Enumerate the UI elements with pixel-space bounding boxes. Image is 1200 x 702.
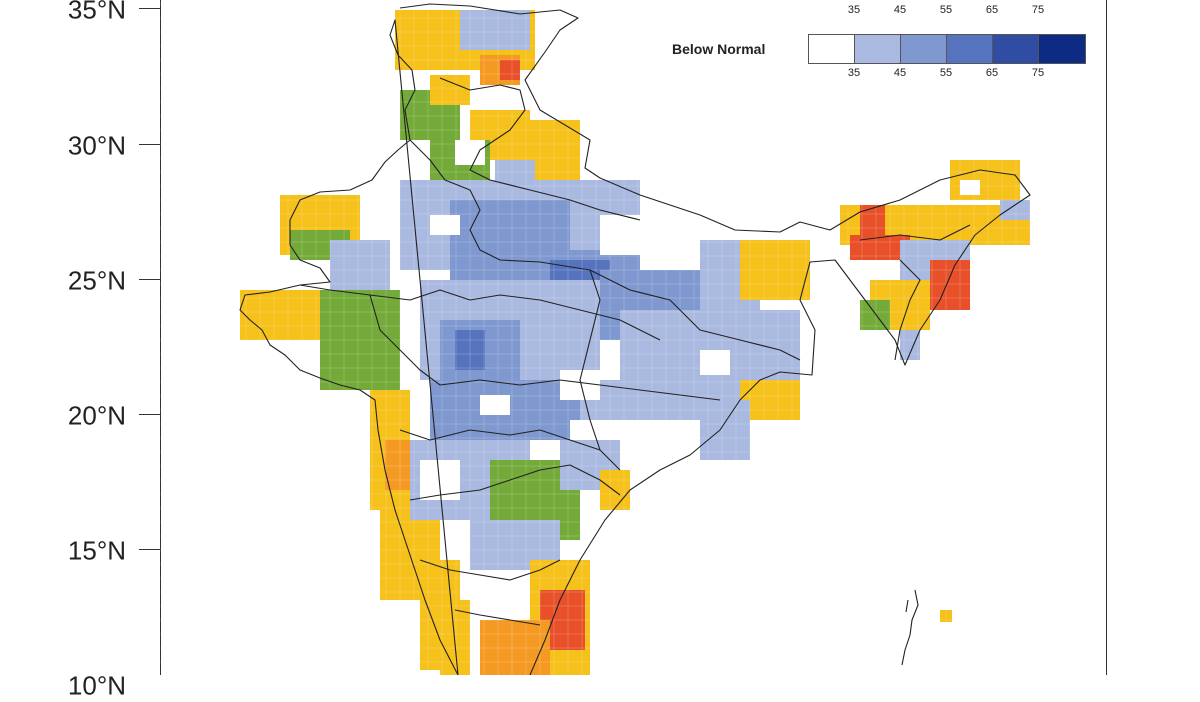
grid-cell bbox=[480, 620, 550, 675]
grid-cell bbox=[430, 215, 460, 235]
grid-cell bbox=[640, 200, 670, 225]
state-line-5 bbox=[399, 429, 621, 471]
legend-below-tick: 45 bbox=[893, 67, 907, 79]
grid-cell bbox=[600, 470, 630, 510]
legend-swatch bbox=[947, 35, 993, 63]
lat-label-25: 25°N bbox=[67, 265, 126, 296]
legend-swatch bbox=[809, 35, 855, 63]
legend-top-tick: 45 bbox=[893, 4, 907, 16]
legend-below-normal-ticks: 35 45 55 65 75 bbox=[808, 67, 1084, 81]
grid-cell bbox=[330, 240, 390, 290]
map-frame-right bbox=[1106, 0, 1107, 675]
andaman-islands bbox=[901, 589, 919, 666]
grid-cell bbox=[385, 440, 410, 490]
lat-tick-30 bbox=[139, 144, 160, 145]
grid-cell bbox=[480, 395, 510, 415]
legend-top-tick: 35 bbox=[847, 4, 861, 16]
legend-top-tick: 65 bbox=[985, 4, 999, 16]
grid-cell bbox=[495, 160, 535, 180]
legend-top-tick: 75 bbox=[1031, 4, 1045, 16]
grid-cell bbox=[900, 330, 920, 360]
legend-top-ticks: 35 45 55 65 75 bbox=[808, 4, 1084, 18]
lat-tick-35 bbox=[139, 8, 160, 9]
lat-label-35: 35°N bbox=[67, 0, 126, 25]
lat-tick-15 bbox=[139, 549, 160, 550]
grid-cell bbox=[860, 205, 885, 235]
lat-tick-20 bbox=[139, 414, 160, 415]
state-line-7 bbox=[419, 559, 561, 581]
grid-cell bbox=[500, 60, 520, 80]
legend-below-tick: 75 bbox=[1031, 67, 1045, 79]
grid-cell bbox=[930, 260, 970, 310]
lat-label-30: 30°N bbox=[67, 130, 126, 161]
grid-cell bbox=[960, 180, 980, 195]
legend-swatch bbox=[993, 35, 1039, 63]
state-line-8 bbox=[454, 609, 541, 626]
grid-cell bbox=[700, 350, 730, 375]
state-boundaries bbox=[239, 3, 1031, 675]
legend-below-tick: 55 bbox=[939, 67, 953, 79]
lat-label-15: 15°N bbox=[67, 535, 126, 566]
legend-below-normal-label: Below Normal bbox=[672, 41, 766, 57]
legend-swatch bbox=[855, 35, 901, 63]
lat-label-20: 20°N bbox=[67, 400, 126, 431]
grid-cell bbox=[430, 75, 470, 105]
map-frame-left bbox=[160, 0, 161, 675]
grid-cell bbox=[240, 290, 320, 340]
grid-cell bbox=[455, 330, 485, 370]
state-line-1 bbox=[439, 77, 641, 221]
rainfall-probability-map bbox=[160, 0, 1106, 675]
grid-cell bbox=[460, 10, 530, 50]
grid-cell bbox=[940, 610, 952, 622]
grid-cell bbox=[455, 140, 485, 165]
legend-below-tick: 65 bbox=[985, 67, 999, 79]
grid-cell bbox=[570, 420, 600, 440]
legend-swatch bbox=[901, 35, 947, 63]
state-line-2 bbox=[409, 139, 801, 361]
state-line-10 bbox=[859, 224, 971, 361]
grid-cell bbox=[740, 240, 810, 300]
state-line-3 bbox=[299, 284, 661, 341]
lat-tick-25 bbox=[139, 279, 160, 280]
lat-label-10: 10°N bbox=[67, 670, 126, 701]
grid-cell bbox=[860, 300, 890, 330]
grid-cell bbox=[1000, 200, 1030, 220]
state-line-4 bbox=[369, 294, 721, 401]
state-line-6 bbox=[409, 464, 621, 501]
legend-swatch bbox=[1039, 35, 1085, 63]
legend-below-tick: 35 bbox=[847, 67, 861, 79]
legend-top-tick: 55 bbox=[939, 4, 953, 16]
forecast-grid-cells bbox=[160, 0, 1106, 675]
grid-cell bbox=[700, 400, 750, 460]
grid-cell bbox=[440, 600, 470, 675]
grid-cell bbox=[560, 370, 600, 400]
legend-below-normal-colorbar bbox=[808, 34, 1086, 64]
state-line-9 bbox=[579, 269, 601, 451]
